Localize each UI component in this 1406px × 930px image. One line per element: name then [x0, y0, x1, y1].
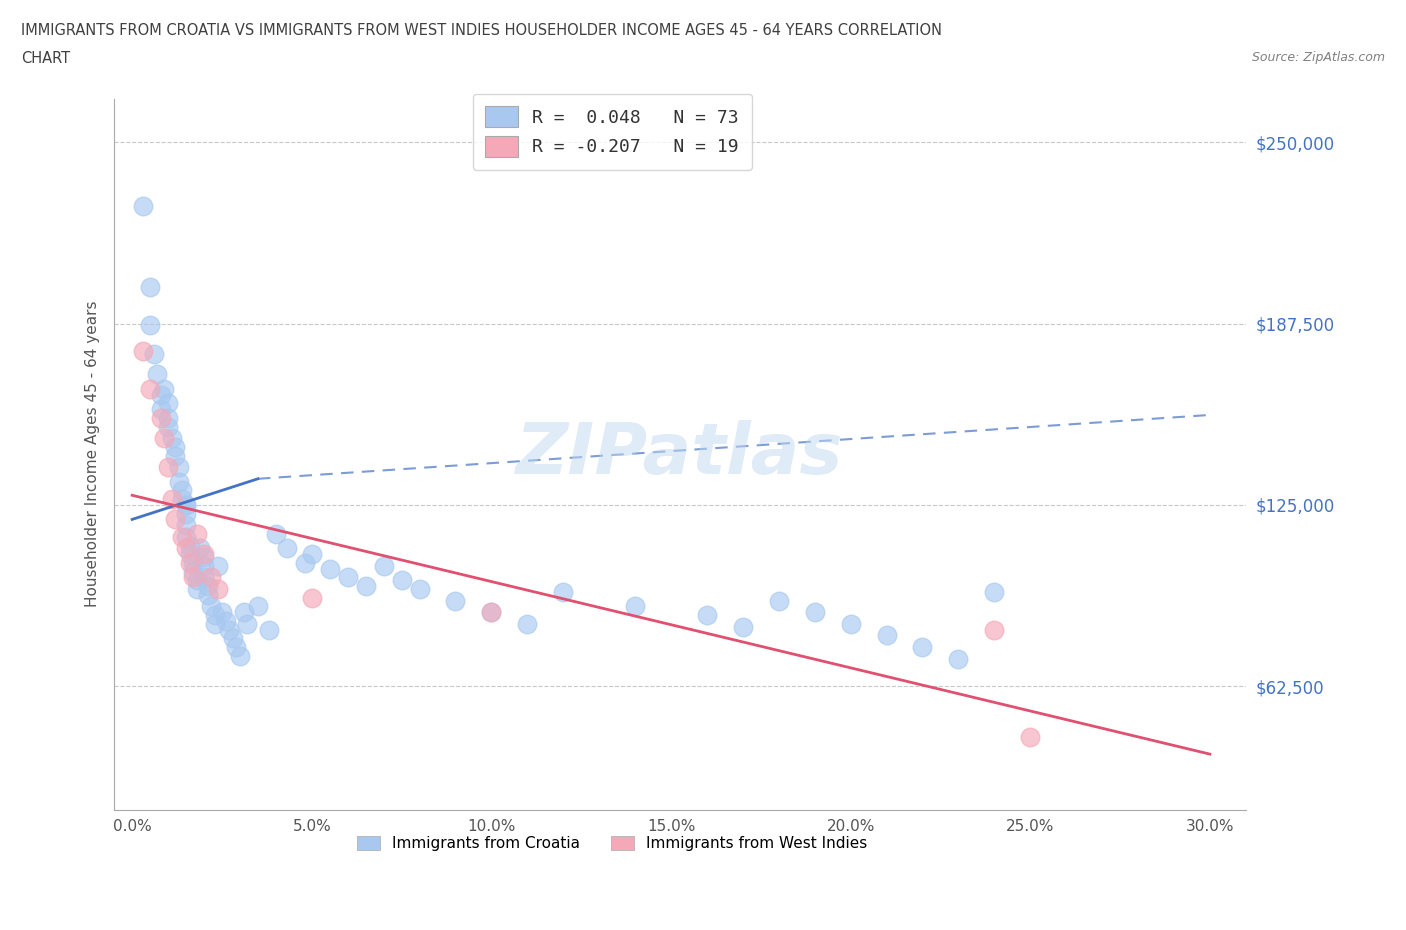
Point: [165, 440, 187, 455]
Point: [186, 526, 208, 541]
Point: [165, 512, 187, 527]
Point: [186, 581, 208, 596]
Point: [146, 367, 169, 382]
Point: [479, 604, 502, 619]
Point: [229, 648, 252, 663]
Point: [246, 599, 269, 614]
Point: [983, 622, 1005, 637]
Point: [174, 498, 197, 512]
Point: [336, 570, 359, 585]
Point: [179, 538, 201, 553]
Point: [257, 622, 280, 637]
Point: [172, 529, 194, 544]
Point: [181, 565, 204, 579]
Point: [142, 347, 165, 362]
Point: [911, 640, 934, 655]
Point: [190, 541, 212, 556]
Point: [167, 459, 190, 474]
Point: [139, 317, 162, 332]
Point: [200, 599, 222, 614]
Point: [983, 584, 1005, 599]
Point: [193, 550, 215, 565]
Point: [479, 604, 502, 619]
Point: [132, 199, 155, 214]
Point: [207, 558, 229, 573]
Point: [948, 651, 970, 666]
Text: Source: ZipAtlas.com: Source: ZipAtlas.com: [1251, 51, 1385, 64]
Text: ZIPatlas: ZIPatlas: [516, 419, 844, 488]
Point: [174, 541, 197, 556]
Point: [222, 631, 245, 645]
Point: [294, 555, 316, 570]
Legend: Immigrants from Croatia, Immigrants from West Indies: Immigrants from Croatia, Immigrants from…: [350, 829, 875, 858]
Point: [139, 381, 162, 396]
Point: [373, 558, 395, 573]
Point: [876, 628, 898, 643]
Point: [149, 387, 172, 402]
Point: [803, 604, 825, 619]
Point: [516, 617, 538, 631]
Point: [207, 581, 229, 596]
Point: [172, 492, 194, 507]
Point: [1019, 729, 1042, 744]
Point: [160, 492, 183, 507]
Point: [193, 558, 215, 573]
Point: [276, 541, 298, 556]
Point: [179, 555, 201, 570]
Point: [157, 410, 180, 425]
Point: [186, 573, 208, 588]
Point: [768, 593, 790, 608]
Point: [354, 578, 377, 593]
Point: [174, 518, 197, 533]
Point: [153, 431, 176, 445]
Point: [149, 402, 172, 417]
Point: [160, 431, 183, 445]
Point: [157, 419, 180, 434]
Point: [301, 547, 323, 562]
Point: [839, 617, 862, 631]
Point: [174, 498, 197, 512]
Point: [696, 607, 718, 622]
Point: [204, 617, 226, 631]
Point: [172, 483, 194, 498]
Point: [444, 593, 467, 608]
Point: [157, 396, 180, 411]
Point: [193, 547, 215, 562]
Point: [157, 459, 180, 474]
Point: [391, 573, 413, 588]
Point: [236, 617, 259, 631]
Point: [214, 614, 236, 629]
Text: CHART: CHART: [21, 51, 70, 66]
Point: [197, 578, 219, 593]
Point: [149, 410, 172, 425]
Point: [553, 584, 575, 599]
Text: IMMIGRANTS FROM CROATIA VS IMMIGRANTS FROM WEST INDIES HOUSEHOLDER INCOME AGES 4: IMMIGRANTS FROM CROATIA VS IMMIGRANTS FR…: [21, 23, 942, 38]
Point: [264, 526, 287, 541]
Point: [153, 381, 176, 396]
Point: [174, 529, 197, 544]
Point: [200, 570, 222, 585]
Point: [204, 607, 226, 622]
Point: [232, 604, 254, 619]
Point: [225, 640, 247, 655]
Point: [132, 344, 155, 359]
Point: [167, 474, 190, 489]
Point: [174, 506, 197, 521]
Point: [179, 547, 201, 562]
Point: [731, 619, 754, 634]
Y-axis label: Householder Income Ages 45 - 64 years: Householder Income Ages 45 - 64 years: [86, 301, 100, 607]
Point: [165, 448, 187, 463]
Point: [301, 591, 323, 605]
Point: [181, 555, 204, 570]
Point: [624, 599, 647, 614]
Point: [181, 570, 204, 585]
Point: [218, 622, 240, 637]
Point: [193, 570, 215, 585]
Point: [197, 588, 219, 603]
Point: [408, 581, 430, 596]
Point: [139, 280, 162, 295]
Point: [319, 562, 342, 577]
Point: [211, 604, 233, 619]
